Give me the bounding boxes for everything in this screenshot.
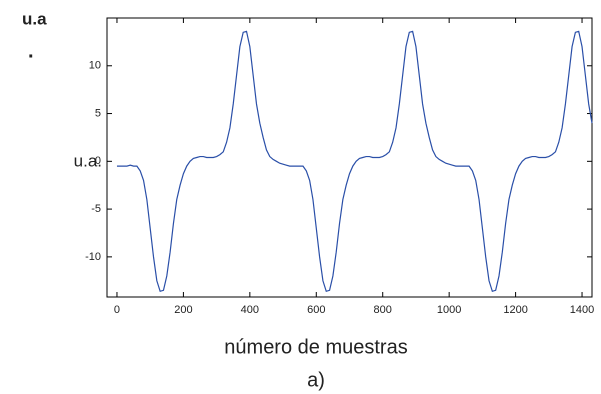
y-tick-label: 10: [89, 60, 101, 72]
y-axis-label: u.a.: [74, 151, 102, 170]
axes-box: [106, 17, 593, 298]
top-dot: .: [28, 40, 34, 62]
x-tick-label: 600: [307, 304, 325, 316]
data-line: [116, 30, 593, 293]
x-axis-label: número de muestras: [224, 336, 407, 358]
x-tick-label: 1200: [503, 304, 527, 316]
x-tick-label: 200: [174, 304, 192, 316]
x-tick-label: 0: [114, 304, 120, 316]
x-tick-label: 800: [374, 304, 392, 316]
y-tick-label: -10: [85, 251, 101, 263]
x-tick-label: 400: [241, 304, 259, 316]
top-label: u.a: [22, 9, 47, 28]
y-tick-label: 5: [95, 107, 101, 119]
x-tick-label: 1400: [570, 304, 594, 316]
y-tick-label: 0: [95, 155, 101, 167]
x-tick-label: 1000: [437, 304, 461, 316]
caption: a): [307, 369, 325, 391]
y-tick-label: -5: [91, 203, 101, 215]
